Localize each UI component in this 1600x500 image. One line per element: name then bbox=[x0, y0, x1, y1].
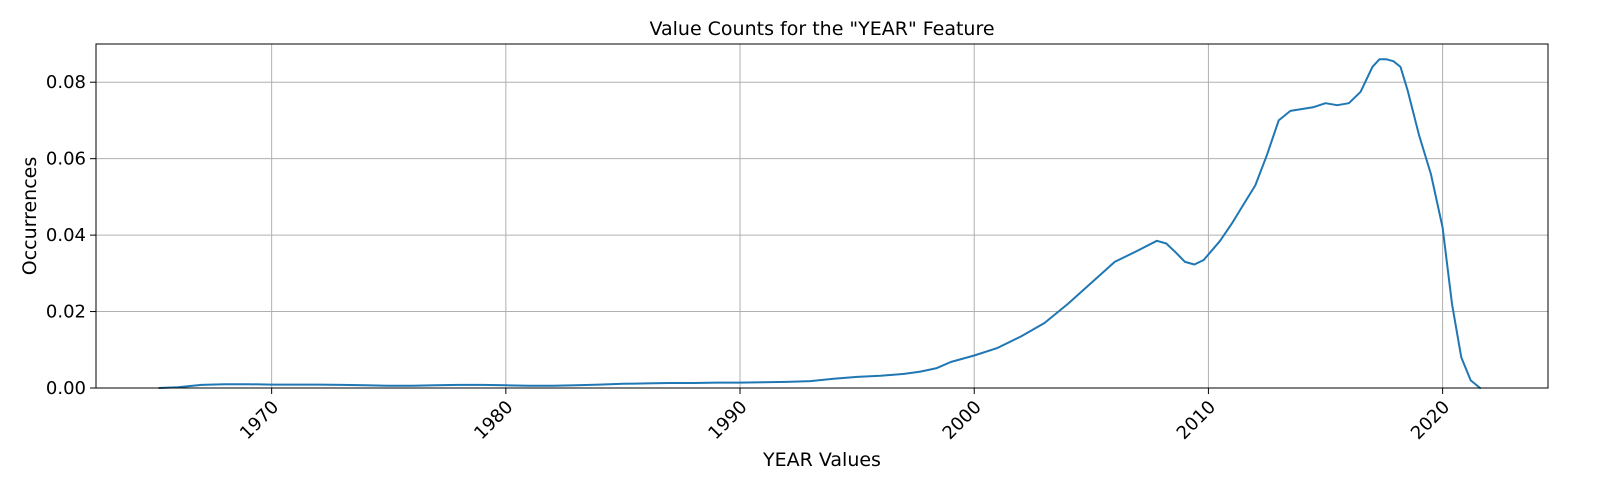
x-tick-label: 2000 bbox=[939, 397, 986, 444]
x-tick-label: 1970 bbox=[236, 397, 283, 444]
y-tick-label: 0.06 bbox=[46, 149, 86, 170]
y-tick-label: 0.08 bbox=[46, 72, 86, 93]
x-axis-label: YEAR Values bbox=[762, 449, 881, 471]
chart-title: Value Counts for the "YEAR" Feature bbox=[649, 18, 994, 40]
x-tick-label: 2020 bbox=[1407, 397, 1454, 444]
plot-frame bbox=[95, 43, 1549, 389]
series-line bbox=[158, 58, 1482, 389]
grid bbox=[96, 44, 1548, 389]
y-tick-label: 0.02 bbox=[46, 302, 86, 323]
y-axis-label: Occurrences bbox=[19, 157, 41, 276]
y-tick-label: 0.00 bbox=[46, 378, 86, 399]
x-tick-label: 1980 bbox=[470, 397, 517, 444]
y-tick-label: 0.04 bbox=[46, 225, 86, 246]
x-tick-label: 2010 bbox=[1173, 397, 1220, 444]
series-layer bbox=[158, 58, 1482, 389]
x-tick-label: 1990 bbox=[704, 397, 751, 444]
